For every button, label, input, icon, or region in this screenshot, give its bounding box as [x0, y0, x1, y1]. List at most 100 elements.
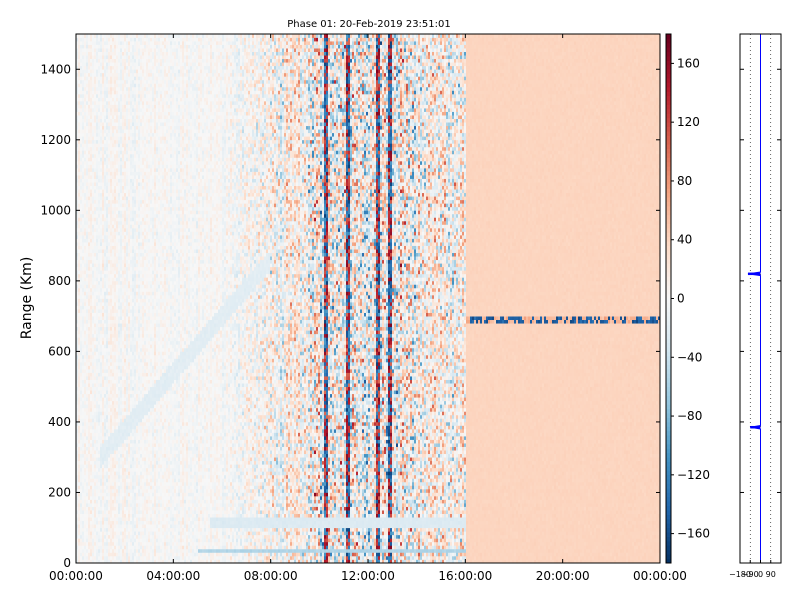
heatmap-cell — [90, 259, 93, 264]
heatmap-cell — [100, 361, 103, 366]
heatmap-cell — [76, 62, 79, 67]
heatmap-cell — [112, 136, 115, 141]
heatmap-cell — [100, 397, 103, 402]
heatmap-cell — [90, 132, 93, 137]
heatmap-cell — [84, 513, 87, 518]
heatmap-cell — [104, 425, 107, 430]
heatmap-cell — [124, 555, 127, 560]
heatmap-cell — [126, 432, 129, 437]
heatmap-cell — [92, 503, 95, 507]
heatmap-cell — [136, 369, 139, 373]
heatmap-cell — [126, 129, 129, 134]
heatmap-cell — [102, 319, 105, 324]
heatmap-cell — [132, 76, 135, 81]
heatmap-cell — [136, 90, 139, 95]
heatmap-cell — [80, 369, 83, 373]
heatmap-cell — [114, 372, 117, 377]
heatmap-cell — [92, 347, 95, 352]
heatmap-cell — [106, 478, 109, 483]
heatmap-cell — [114, 369, 117, 373]
heatmap-cell — [84, 453, 87, 458]
heatmap-cell — [98, 393, 101, 398]
heatmap-cell — [140, 506, 143, 511]
heatmap-cell — [84, 153, 87, 158]
heatmap-cell — [126, 266, 129, 271]
heatmap-cell — [88, 545, 91, 550]
heatmap-cell — [130, 256, 133, 261]
heatmap-cell — [90, 263, 93, 268]
heatmap-cell — [138, 337, 141, 342]
heatmap-cell — [78, 319, 81, 324]
heatmap-cell — [86, 62, 89, 67]
heatmap-cell — [106, 372, 109, 377]
heatmap-cell — [102, 136, 105, 141]
heatmap-cell — [78, 432, 81, 437]
heatmap-cell — [104, 171, 107, 176]
heatmap-cell — [84, 369, 87, 373]
heatmap-cell — [100, 72, 103, 77]
heatmap-cell — [96, 302, 99, 306]
heatmap-cell — [102, 101, 105, 105]
heatmap-cell — [128, 76, 131, 81]
heatmap-cell — [120, 270, 123, 275]
heatmap-cell — [80, 436, 83, 440]
heatmap-cell — [96, 72, 99, 77]
heatmap-cell — [76, 460, 79, 465]
heatmap-cell — [82, 157, 85, 162]
heatmap-cell — [86, 146, 89, 151]
heatmap-cell — [120, 51, 123, 56]
heatmap-cell — [94, 199, 97, 204]
heatmap-cell — [104, 503, 107, 507]
heatmap-cell — [116, 302, 119, 306]
heatmap-cell — [118, 531, 121, 536]
heatmap-cell — [134, 354, 137, 359]
heatmap-cell — [122, 217, 125, 222]
heatmap-cell — [80, 146, 83, 151]
heatmap-cell — [118, 478, 121, 483]
heatmap-cell — [98, 326, 101, 331]
heatmap-cell — [84, 436, 87, 440]
heatmap-cell — [92, 407, 95, 412]
heatmap-cell — [124, 199, 127, 204]
heatmap-cell — [82, 294, 85, 299]
heatmap-cell — [128, 231, 131, 236]
heatmap-cell — [140, 291, 143, 296]
heatmap-cell — [88, 538, 91, 543]
heatmap-cell — [98, 443, 101, 447]
heatmap-cell — [102, 231, 105, 236]
heatmap-cell — [106, 298, 109, 303]
heatmap-cell — [114, 62, 117, 67]
heatmap-cell — [92, 192, 95, 197]
heatmap-cell — [116, 284, 119, 289]
heatmap-cell — [140, 213, 143, 218]
heatmap-cell — [92, 203, 95, 208]
heatmap-cell — [86, 150, 89, 155]
heatmap-cell — [132, 41, 135, 45]
heatmap-cell — [132, 337, 135, 342]
heatmap-cell — [126, 273, 129, 278]
heatmap-cell — [96, 347, 99, 352]
heatmap-cell — [80, 372, 83, 377]
heatmap-cell — [90, 386, 93, 391]
heatmap-cell — [78, 252, 81, 257]
heatmap-cell — [118, 132, 121, 137]
heatmap-cell — [138, 160, 141, 165]
heatmap-cell — [132, 115, 135, 119]
heatmap-cell — [80, 185, 83, 190]
heatmap-cell — [108, 86, 111, 91]
heatmap-cell — [128, 273, 131, 278]
heatmap-cell — [124, 213, 127, 218]
heatmap-cell — [88, 153, 91, 158]
heatmap-cell — [86, 552, 89, 557]
heatmap-cell — [84, 122, 87, 127]
heatmap-cell — [110, 41, 113, 45]
heatmap-cell — [140, 538, 143, 543]
heatmap-cell — [108, 34, 111, 38]
heatmap-cell — [76, 421, 79, 426]
heatmap-cell — [118, 361, 121, 366]
heatmap-cell — [86, 309, 89, 313]
heatmap-cell — [104, 534, 107, 539]
heatmap-cell — [110, 421, 113, 426]
heatmap-cell — [116, 457, 119, 462]
heatmap-cell — [82, 330, 85, 335]
